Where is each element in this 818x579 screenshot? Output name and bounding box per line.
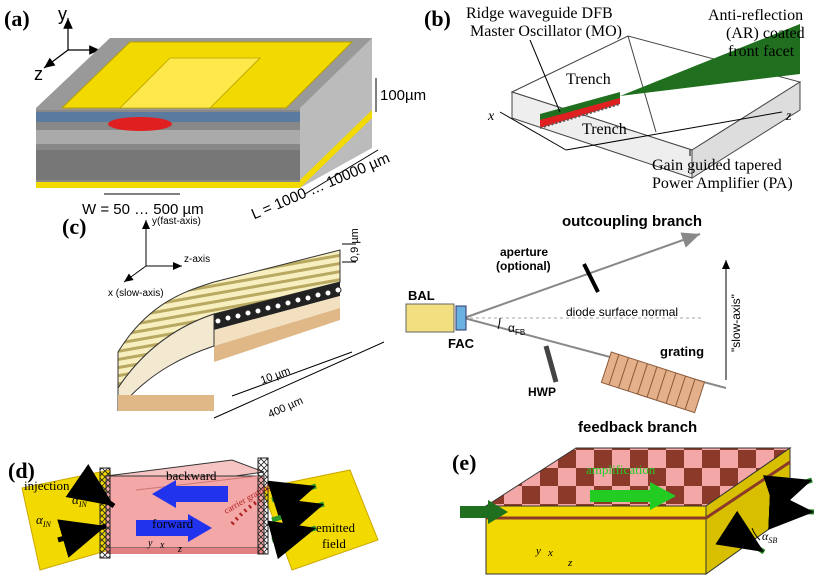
alpha-in-label: αIN [72,492,87,509]
panel-b-pa-line1: Gain guided tapered [652,157,782,174]
outcoupling-label: outcoupling branch [562,213,702,230]
panel-e-axis-y: y [535,545,541,557]
alpha-fb-label: αFB [508,321,525,337]
fac-lens [455,305,467,331]
amplification-label: amplification [586,462,656,477]
external-cavity: outcoupling branch aperture (optional) B… [405,213,743,436]
panel-d: (d) backward forward injection αIN αIN c… [8,457,379,571]
grating-label: grating [660,344,704,359]
alpha-in-label-2: αIN [36,512,51,529]
panel-a-width-dim: W = 50 … 500 µm [82,201,204,218]
emitted-arrow-1 [267,480,317,519]
panel-e: (e) amplification αSB y x z [452,447,815,575]
emitted-label-1: emitted [316,520,355,535]
active-region [108,117,172,131]
fac-label: FAC [448,336,475,351]
panel-a-height-dim: 100µm [380,87,426,104]
panel-d-axis-x: x [159,540,165,551]
injection-arrow-2 [57,519,107,558]
bal-label: BAL [408,288,435,303]
panel-d-axis-y: y [147,538,153,549]
aperture-label-1: aperture [500,245,548,259]
output-arrow-3 [715,510,766,555]
panel-b-mo-line2: Master Oscillator (MO) [470,23,622,40]
panel-c-dim-width: 400 µm [266,395,305,421]
emitter-array [214,286,342,325]
panel-b-axis-x: x [487,109,495,124]
ridge-dfb [540,98,620,128]
panel-b-trench-bottom: Trench [582,121,627,138]
amplification-arrow [590,482,676,510]
panel-c-axis-z: z-axis [184,254,210,265]
panel-c: (c) y(fast-axis) z-axis x (slow-axis) [62,213,743,436]
panel-c-label: (c) [62,214,86,239]
injection-arrow-1 [65,464,116,509]
output-arrow-2 [768,489,815,530]
panel-a-axis-y: y [58,4,67,24]
panel-e-axis-z: z [567,557,573,569]
input-arrow [460,500,508,524]
backward-arrow [152,480,228,508]
injection-label: injection [24,478,70,493]
panel-b-pa-line2: Power Amplifier (PA) [652,175,793,192]
panel-b-label: (b) [424,6,451,31]
emitted-arrow-2 [271,498,325,537]
taper-pa [620,24,800,96]
hwp-plate [543,345,559,383]
emitted-label-2: field [322,536,346,551]
panel-a: (a) y x z 100µm [4,4,426,223]
panel-d-label: (d) [8,458,35,483]
normal-label: diode surface normal [566,305,678,319]
panel-d-axis-z: z [177,544,182,555]
mopa-chip: x z [487,24,802,179]
panel-b-trench-top: Trench [566,71,611,88]
panel-c-axis-y: y(fast-axis) [152,216,201,227]
carrier-grating [230,498,262,526]
panel-b: (b) x z Ridge waveguide DFB Master Oscil… [424,5,805,192]
laser-chip-a: 100µm W = 50 … 500 µm L = 1000 … 10000 µ… [36,38,426,223]
grating [600,351,706,414]
hwp-label: HWP [528,385,556,399]
panel-c-axes: y(fast-axis) z-axis x (slow-axis) [108,216,210,299]
forward-label: forward [152,516,194,531]
feedback-label: feedback branch [578,419,697,436]
aperture-label-2: (optional) [496,259,551,273]
panel-b-ar-line2: (AR) coated [726,25,805,42]
panel-e-label: (e) [452,450,476,475]
panel-b-ar-line1: Anti-reflection [708,7,803,24]
emitted-arrow-3 [267,520,317,560]
panel-c-dim-period: 10 µm [259,365,292,387]
aperture [582,263,600,293]
alpha-sb-label: αSB [762,529,777,545]
bal-chip: 0,9 µm 10 µm 400 µm [117,228,385,421]
panel-b-mo-line1: Ridge waveguide DFB [466,5,613,22]
panel-a-axis-z: z [34,64,43,84]
bal-box [405,303,455,333]
panel-b-ar-line3: front facet [728,43,795,60]
panel-b-axis-z: z [785,109,792,124]
panel-e-axis-x: x [547,547,553,559]
panel-c-dim-height: 0,9 µm [349,228,361,262]
slow-axis-label: "slow-axis" [729,294,743,352]
backward-label: backward [166,468,217,483]
panel-a-label: (a) [4,6,30,31]
forward-arrow [136,514,212,542]
panel-c-axis-x: x (slow-axis) [108,288,164,299]
